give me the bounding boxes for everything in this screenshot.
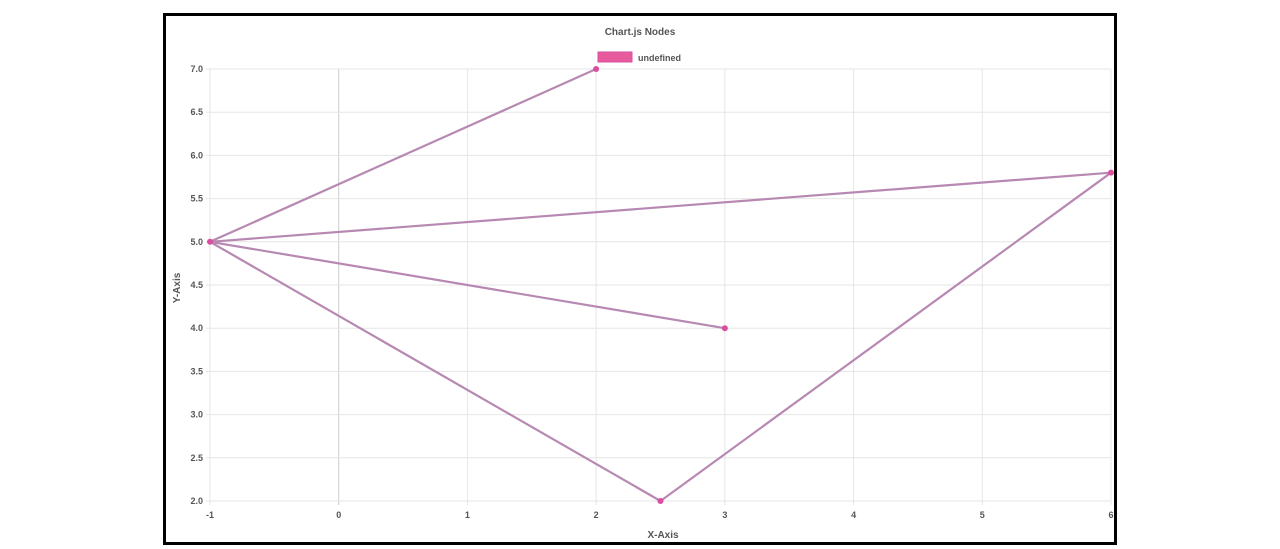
y-tick-label: 3.5 (190, 366, 203, 376)
data-point (657, 498, 664, 504)
chart-frame: Chart.js Nodes undefined -1 0 1 2 3 4 5 6 2.0 2.… (163, 13, 1117, 545)
edge-line (209, 240, 662, 502)
x-tick-label: 5 (980, 510, 985, 520)
data-point (1108, 169, 1114, 176)
x-tick-label: 4 (851, 510, 856, 520)
x-tick-label: 3 (722, 510, 727, 520)
y-tick-labels: 2.0 2.5 3.0 3.5 4.0 4.5 5.0 5.5 6.0 6.5 7.0 (190, 64, 203, 506)
edge-line (209, 240, 726, 330)
data-point (207, 238, 213, 245)
edge-line (659, 171, 1112, 502)
y-tick-label: 4.5 (190, 280, 203, 290)
edge-lines (209, 67, 1112, 502)
gridlines (206, 68, 1112, 505)
data-points (207, 66, 1114, 504)
edge-line (209, 171, 1112, 243)
data-point (593, 66, 600, 72)
x-tick-label: -1 (206, 510, 214, 520)
y-tick-label: 3.0 (190, 410, 203, 420)
y-axis-title: Y-Axis (172, 272, 183, 303)
legend-label: undefined (638, 53, 681, 63)
y-tick-label: 5.5 (190, 194, 203, 204)
data-point (721, 325, 728, 332)
edge-line (209, 67, 597, 243)
y-tick-label: 4.0 (190, 323, 203, 333)
legend[interactable]: undefined (597, 51, 681, 63)
legend-swatch (597, 51, 633, 63)
y-tick-label: 5.0 (190, 237, 203, 247)
x-axis-title: X-Axis (647, 530, 679, 541)
y-tick-label: 6.0 (190, 150, 203, 160)
chart-title: Chart.js Nodes (605, 27, 676, 38)
x-tick-labels: -1 0 1 2 3 4 5 6 (206, 510, 1114, 520)
x-tick-label: 0 (336, 510, 341, 520)
y-tick-label: 7.0 (190, 64, 203, 74)
x-tick-label: 2 (594, 510, 599, 520)
y-tick-label: 2.0 (190, 496, 203, 506)
x-tick-label: 1 (465, 510, 470, 520)
y-tick-label: 6.5 (190, 107, 203, 117)
y-tick-label: 2.5 (190, 453, 203, 463)
chart-svg: Chart.js Nodes undefined -1 0 1 2 3 4 5 6 2.02.… (172, 27, 1114, 541)
x-tick-label: 6 (1108, 510, 1113, 520)
